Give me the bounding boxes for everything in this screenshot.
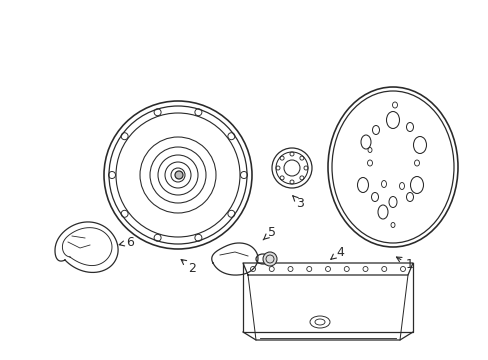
Circle shape [263,252,276,266]
Text: 3: 3 [292,196,304,210]
Text: 5: 5 [263,225,275,240]
Text: 4: 4 [330,246,343,259]
Text: 1: 1 [396,257,413,271]
Text: 2: 2 [181,260,196,275]
Circle shape [175,171,183,179]
Text: 6: 6 [119,235,134,248]
